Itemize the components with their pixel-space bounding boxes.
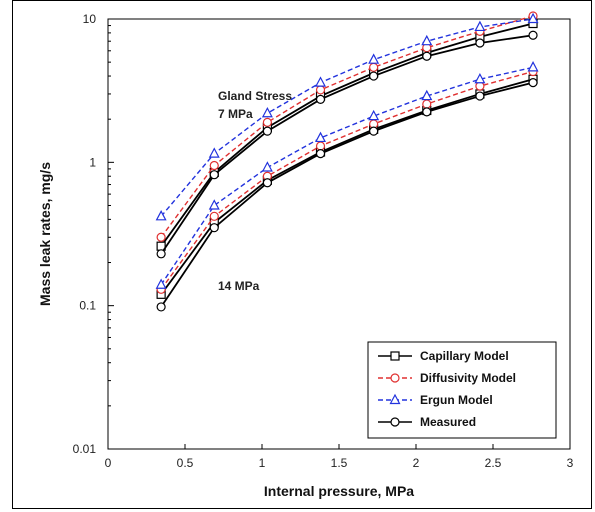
legend-label: Measured (420, 415, 476, 429)
data-point (315, 141, 326, 151)
data-point (262, 126, 272, 136)
y-tick-label: 1 (89, 155, 96, 169)
legend-item: Capillary Model (378, 349, 509, 363)
data-point (209, 160, 219, 171)
data-point (155, 210, 167, 221)
data-point (261, 106, 273, 118)
data-point (421, 34, 433, 46)
data-point (315, 76, 327, 87)
data-point (208, 147, 220, 158)
legend-swatch-marker (390, 417, 400, 427)
series-line (160, 78, 534, 295)
data-point (475, 91, 485, 101)
data-point (527, 12, 539, 24)
data-point (421, 89, 433, 101)
x-tick-label: 2 (413, 456, 420, 470)
data-point (369, 62, 379, 72)
annotation-label: Gland Stress (218, 89, 292, 103)
data-point (315, 85, 326, 95)
x-axis-label: Internal pressure, MPa (264, 483, 414, 499)
y-tick-label: 0.1 (79, 299, 96, 313)
series-line (160, 22, 534, 247)
x-tick-label: 0 (105, 456, 112, 470)
legend-swatch-marker (389, 393, 401, 405)
data-point (209, 223, 219, 233)
data-point (315, 94, 326, 104)
series-measured-14mpa (156, 77, 538, 312)
data-point (208, 199, 220, 210)
data-point (528, 30, 538, 40)
series-line (160, 70, 534, 290)
data-point (475, 38, 485, 48)
series-capillary-model-14mpa (156, 74, 538, 299)
x-tick-label: 1.5 (331, 456, 348, 470)
data-point (369, 126, 379, 136)
data-point (315, 131, 327, 143)
legend-swatch-marker (390, 351, 400, 361)
legend: Capillary Model Diffusivity Model Ergun Mo… (367, 341, 557, 439)
data-point (474, 72, 486, 84)
data-point (369, 71, 379, 81)
series-measured-7mpa (156, 30, 538, 259)
series-line (160, 15, 534, 238)
data-point (209, 211, 219, 221)
series-line (160, 18, 534, 217)
series-line (160, 66, 534, 286)
series-diffusivity-model-14mpa (156, 66, 538, 294)
legend-label: Capillary Model (420, 349, 509, 363)
series-ergun-model-14mpa (155, 61, 539, 289)
x-tick-label: 3 (567, 456, 574, 470)
data-point (368, 109, 380, 121)
data-point (422, 99, 432, 109)
series-ergun-model-7mpa (155, 12, 539, 221)
x-tick-label: 1 (259, 456, 266, 470)
data-point (155, 278, 167, 289)
data-point (261, 161, 273, 172)
legend-swatch-marker (390, 373, 400, 383)
data-point (475, 81, 485, 91)
data-point (262, 178, 272, 188)
data-point (474, 20, 486, 32)
legend-label: Ergun Model (420, 393, 493, 407)
annotation-label: 14 MPa (218, 279, 260, 293)
data-point (315, 149, 326, 159)
data-point (528, 77, 538, 88)
data-point (156, 249, 166, 259)
legend-item: Diffusivity Model (378, 371, 516, 385)
y-tick-label: 10 (83, 12, 97, 26)
data-point (527, 61, 539, 72)
y-axis-label: Mass leak rates, mg/s (37, 162, 53, 306)
data-point (368, 53, 380, 64)
annotation-label: 7 MPa (218, 107, 253, 121)
data-point (209, 170, 219, 180)
y-tick-label: 0.01 (73, 442, 97, 456)
legend-label: Diffusivity Model (420, 371, 516, 385)
series-line (160, 81, 534, 308)
legend-item: Measured (378, 415, 476, 429)
legend-item: Ergun Model (378, 393, 493, 407)
x-tick-label: 0.5 (177, 456, 194, 470)
data-point (422, 107, 432, 117)
data-point (262, 117, 272, 127)
x-tick-label: 2.5 (485, 456, 502, 470)
series-line (160, 34, 534, 255)
data-point (156, 232, 166, 242)
data-point (156, 302, 166, 312)
data-point (422, 51, 432, 61)
